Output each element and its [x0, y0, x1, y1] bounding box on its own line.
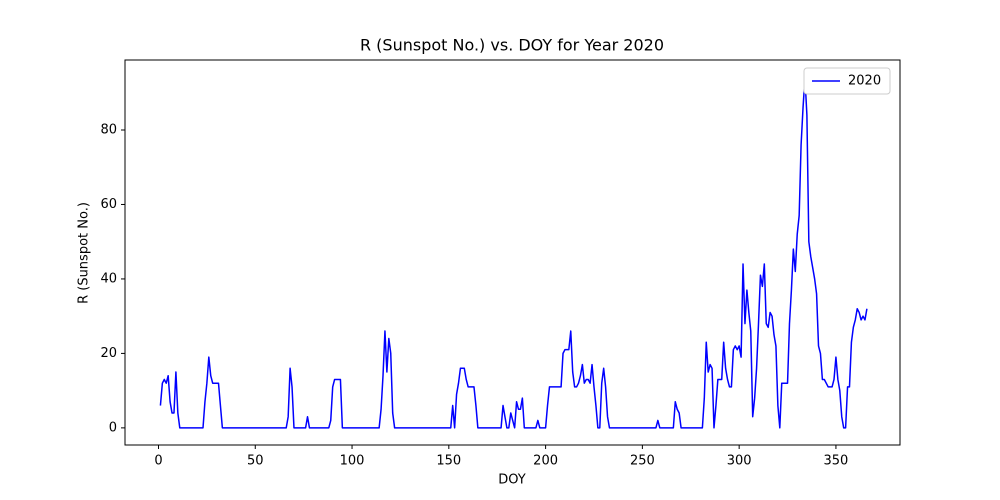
- y-tick-label: 40: [100, 271, 117, 286]
- chart-title: R (Sunspot No.) vs. DOY for Year 2020: [360, 36, 664, 55]
- x-tick-label: 100: [340, 454, 365, 469]
- x-tick-label: 150: [436, 454, 461, 469]
- x-tick-label: 350: [824, 454, 849, 469]
- legend-label: 2020: [848, 74, 881, 89]
- y-tick-label: 80: [100, 123, 117, 138]
- x-tick-label: 50: [247, 454, 264, 469]
- data-line: [159, 77, 868, 429]
- y-tick-label: 0: [109, 420, 117, 435]
- y-tick-label: 60: [100, 197, 117, 212]
- x-axis-label: DOY: [498, 473, 526, 488]
- plot-frame: [124, 59, 901, 446]
- legend-box: [803, 67, 891, 95]
- x-tick-label: 250: [630, 454, 655, 469]
- x-tick-label: 200: [533, 454, 558, 469]
- y-tick-label: 20: [100, 346, 117, 361]
- x-tick-label: 300: [727, 454, 752, 469]
- x-tick-label: 0: [154, 454, 162, 469]
- y-axis-label: R (Sunspot No.): [77, 202, 92, 304]
